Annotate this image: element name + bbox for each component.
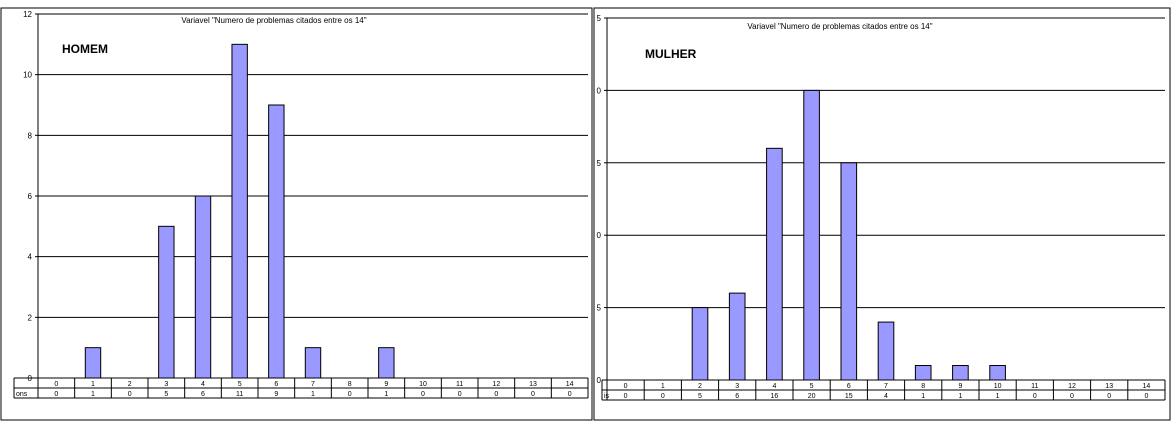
x-tick-label: 4	[772, 383, 776, 390]
table-value: 9	[274, 391, 278, 398]
y-tick-label: 2	[28, 313, 33, 322]
bar	[304, 347, 322, 379]
table-value: 5	[164, 391, 168, 398]
y-tick-label: 5	[597, 304, 602, 313]
y-tick-label: 4	[28, 253, 33, 262]
table-row-label: ons	[16, 391, 28, 398]
table-value: 0	[348, 391, 352, 398]
x-tick-label: 5	[810, 383, 814, 390]
x-tick-label: 13	[529, 381, 537, 388]
y-tick-label: 12	[23, 10, 32, 19]
bar	[803, 89, 820, 381]
table-value: 20	[808, 393, 816, 400]
table-value: 0	[531, 391, 535, 398]
bar	[268, 104, 285, 379]
bar	[914, 365, 932, 381]
table-value: 1	[384, 391, 388, 398]
y-tick-label: 0	[597, 86, 602, 95]
bar	[194, 195, 212, 379]
x-tick-label: 6	[847, 383, 851, 390]
x-tick-label: 2	[128, 381, 132, 388]
x-tick-label: 0	[624, 383, 628, 390]
x-tick-label: 3	[735, 383, 739, 390]
bar	[952, 365, 969, 381]
bar	[84, 347, 102, 379]
x-tick-label: 5	[238, 381, 242, 388]
table-value: 1	[91, 391, 95, 398]
table-value: 0	[1070, 393, 1074, 400]
table-value: 6	[201, 391, 205, 398]
x-tick-label: 9	[958, 383, 962, 390]
bar	[766, 147, 783, 381]
x-tick-label: 6	[274, 381, 278, 388]
table-value: 0	[624, 393, 628, 400]
panel-label: MULHER	[645, 47, 697, 61]
table-value: 0	[458, 391, 462, 398]
chart-title: Variavel "Numero de problemas citados en…	[747, 22, 932, 31]
table-value: 1	[921, 393, 925, 400]
table-value: 5	[698, 393, 702, 400]
bar-chart-mulher: 0 5 0 5 0 5 Variavel "Numero de problemas cita…	[593, 7, 1171, 421]
x-tick-label: 8	[921, 383, 925, 390]
x-tick-label: 12	[1068, 383, 1076, 390]
x-tick-label: 9	[384, 381, 388, 388]
y-tick-label: 0	[597, 231, 602, 240]
table-value: 1	[958, 393, 962, 400]
bar	[691, 307, 709, 381]
table-value: 0	[421, 391, 425, 398]
x-tick-label: 14	[566, 381, 574, 388]
x-tick-label: 10	[419, 381, 427, 388]
table-value: 16	[771, 393, 779, 400]
table-value: 0	[54, 391, 58, 398]
x-tick-label: 4	[201, 381, 205, 388]
table-value: 0	[1107, 393, 1111, 400]
bar	[158, 225, 175, 379]
x-tick-label: 12	[492, 381, 500, 388]
chart-panel-homem: 024681012Variavel "Numero de problemas c…	[0, 7, 593, 421]
x-tick-label: 7	[884, 383, 888, 390]
table-value: 4	[884, 393, 888, 400]
x-tick-label: 7	[311, 381, 315, 388]
panel-label: HOMEM	[62, 42, 108, 56]
x-tick-label: 14	[1143, 383, 1151, 390]
table-value: 0	[494, 391, 498, 398]
table-value: 6	[735, 393, 739, 400]
x-tick-label: 2	[698, 383, 702, 390]
x-tick-label: 1	[661, 383, 665, 390]
x-tick-label: 0	[54, 381, 58, 388]
y-tick-label: 5	[597, 159, 602, 168]
y-tick-label: 8	[28, 131, 33, 140]
chart-title: Variavel "Numero de problemas citados en…	[181, 16, 366, 25]
bar	[378, 347, 395, 379]
table-value: 0	[1144, 393, 1148, 400]
table-value: 1	[311, 391, 315, 398]
y-tick-label: 6	[28, 192, 33, 201]
x-tick-label: 11	[1031, 383, 1038, 390]
bar	[231, 43, 248, 379]
bar	[840, 162, 858, 381]
y-tick-label: 10	[23, 71, 32, 80]
bar-chart-homem: 024681012Variavel "Numero de problemas c…	[0, 7, 593, 421]
y-tick-label: 0	[597, 376, 602, 385]
table-value: 0	[128, 391, 132, 398]
x-tick-label: 11	[456, 381, 463, 388]
chart-panel-mulher: 0 5 0 5 0 5 Variavel "Numero de problemas cita…	[593, 0, 1171, 427]
x-tick-label: 1	[91, 381, 95, 388]
table-value: 1	[996, 393, 1000, 400]
table-value: 0	[1033, 393, 1037, 400]
bar	[728, 292, 746, 381]
x-tick-label: 10	[994, 383, 1002, 390]
x-tick-label: 13	[1105, 383, 1113, 390]
x-tick-label: 3	[164, 381, 168, 388]
table-value: 0	[661, 393, 665, 400]
table-value: 15	[845, 393, 853, 400]
bar	[877, 321, 895, 381]
table-value: 0	[568, 391, 572, 398]
y-tick-label: 5	[597, 14, 602, 23]
x-tick-label: 8	[348, 381, 352, 388]
bar	[989, 365, 1006, 381]
table-value: 11	[236, 391, 243, 398]
